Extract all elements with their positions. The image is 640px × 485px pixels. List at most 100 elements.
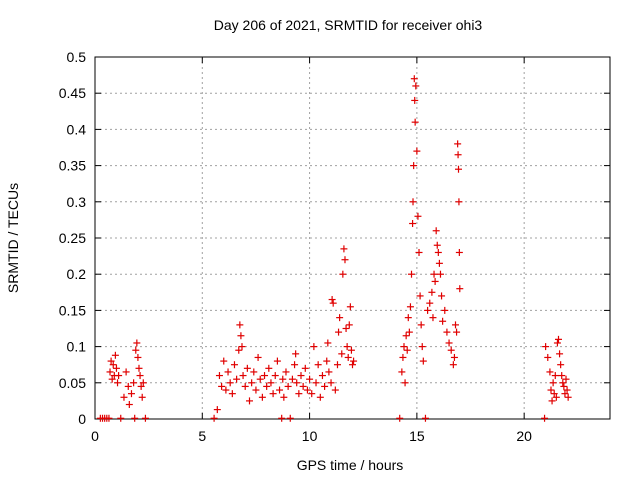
data-point <box>336 314 344 322</box>
data-point <box>132 346 140 354</box>
data-point <box>258 393 266 401</box>
data-point <box>547 386 555 394</box>
data-point <box>125 401 133 409</box>
data-point <box>436 270 444 278</box>
data-point <box>345 321 353 329</box>
data-point <box>109 361 117 369</box>
x-tick-label: 15 <box>409 428 425 444</box>
data-point <box>284 382 292 390</box>
data-point <box>228 390 236 398</box>
data-point <box>131 414 139 422</box>
data-point <box>450 353 458 361</box>
data-point <box>269 390 277 398</box>
data-point <box>550 390 558 398</box>
data-point <box>112 364 120 372</box>
data-point <box>557 361 565 369</box>
data-point <box>455 165 463 173</box>
data-point <box>213 406 221 414</box>
data-point <box>106 368 114 376</box>
data-point <box>447 346 455 354</box>
data-point <box>456 285 464 293</box>
data-point <box>560 382 568 390</box>
data-point <box>546 368 554 376</box>
data-point <box>341 256 349 264</box>
data-point <box>417 321 425 329</box>
data-point <box>239 372 247 380</box>
data-point <box>406 303 414 311</box>
data-point <box>324 339 332 347</box>
data-point <box>542 343 550 351</box>
data-point <box>278 414 286 422</box>
data-point <box>282 368 290 376</box>
y-tick-label: 0.5 <box>67 49 87 65</box>
data-point <box>271 372 279 380</box>
data-point <box>403 346 411 354</box>
data-point <box>398 368 406 376</box>
data-point <box>226 379 234 387</box>
data-point <box>291 361 299 369</box>
data-point <box>105 414 113 422</box>
data-point <box>215 372 223 380</box>
data-point <box>210 414 218 422</box>
data-points <box>96 75 572 422</box>
data-point <box>434 248 442 256</box>
data-point <box>135 364 143 372</box>
data-point <box>261 372 269 380</box>
data-point <box>133 339 141 347</box>
data-point <box>321 382 329 390</box>
data-point <box>248 379 256 387</box>
data-point <box>224 368 232 376</box>
data-point <box>344 353 352 361</box>
data-point <box>552 393 560 401</box>
y-tick-label: 0 <box>78 411 86 427</box>
data-point <box>250 368 258 376</box>
data-point <box>347 346 355 354</box>
data-point <box>293 379 301 387</box>
data-point <box>339 270 347 278</box>
x-tick-label: 0 <box>91 428 99 444</box>
data-point <box>303 386 311 394</box>
data-point <box>323 357 331 365</box>
data-point <box>455 198 463 206</box>
data-point <box>122 368 130 376</box>
data-point <box>556 350 564 358</box>
y-tick-label: 0.35 <box>59 158 86 174</box>
data-point <box>267 379 275 387</box>
data-point <box>340 245 348 253</box>
data-point <box>412 82 420 90</box>
data-point <box>243 364 251 372</box>
data-point <box>314 361 322 369</box>
data-point <box>404 314 412 322</box>
y-tick-label: 0.45 <box>59 85 86 101</box>
data-point <box>279 375 287 383</box>
data-point <box>396 414 404 422</box>
data-point <box>562 375 570 383</box>
data-point <box>551 372 559 380</box>
chart-title: Day 206 of 2021, SRMTID for receiver ohi… <box>214 17 483 33</box>
data-point <box>265 364 273 372</box>
data-point <box>431 277 439 285</box>
data-point <box>564 393 572 401</box>
data-point <box>400 343 408 351</box>
data-point <box>230 361 238 369</box>
data-point <box>310 343 318 351</box>
y-tick-label: 0.2 <box>67 266 87 282</box>
grid-lines <box>95 57 610 419</box>
data-point <box>263 382 271 390</box>
data-point <box>273 357 281 365</box>
data-point <box>563 386 571 394</box>
data-point <box>235 346 243 354</box>
data-point <box>241 382 249 390</box>
data-point <box>452 321 459 329</box>
data-point <box>141 414 149 422</box>
data-point <box>411 96 419 104</box>
data-point <box>421 414 429 422</box>
data-point <box>544 353 552 361</box>
data-point <box>408 270 416 278</box>
data-point <box>252 386 260 394</box>
data-point <box>433 241 441 249</box>
data-point <box>346 303 354 311</box>
y-tick-label: 0.15 <box>59 302 86 318</box>
x-axis-ticks: 0 5 10 15 20 <box>91 57 532 444</box>
x-axis-label: GPS time / hours <box>297 457 404 473</box>
